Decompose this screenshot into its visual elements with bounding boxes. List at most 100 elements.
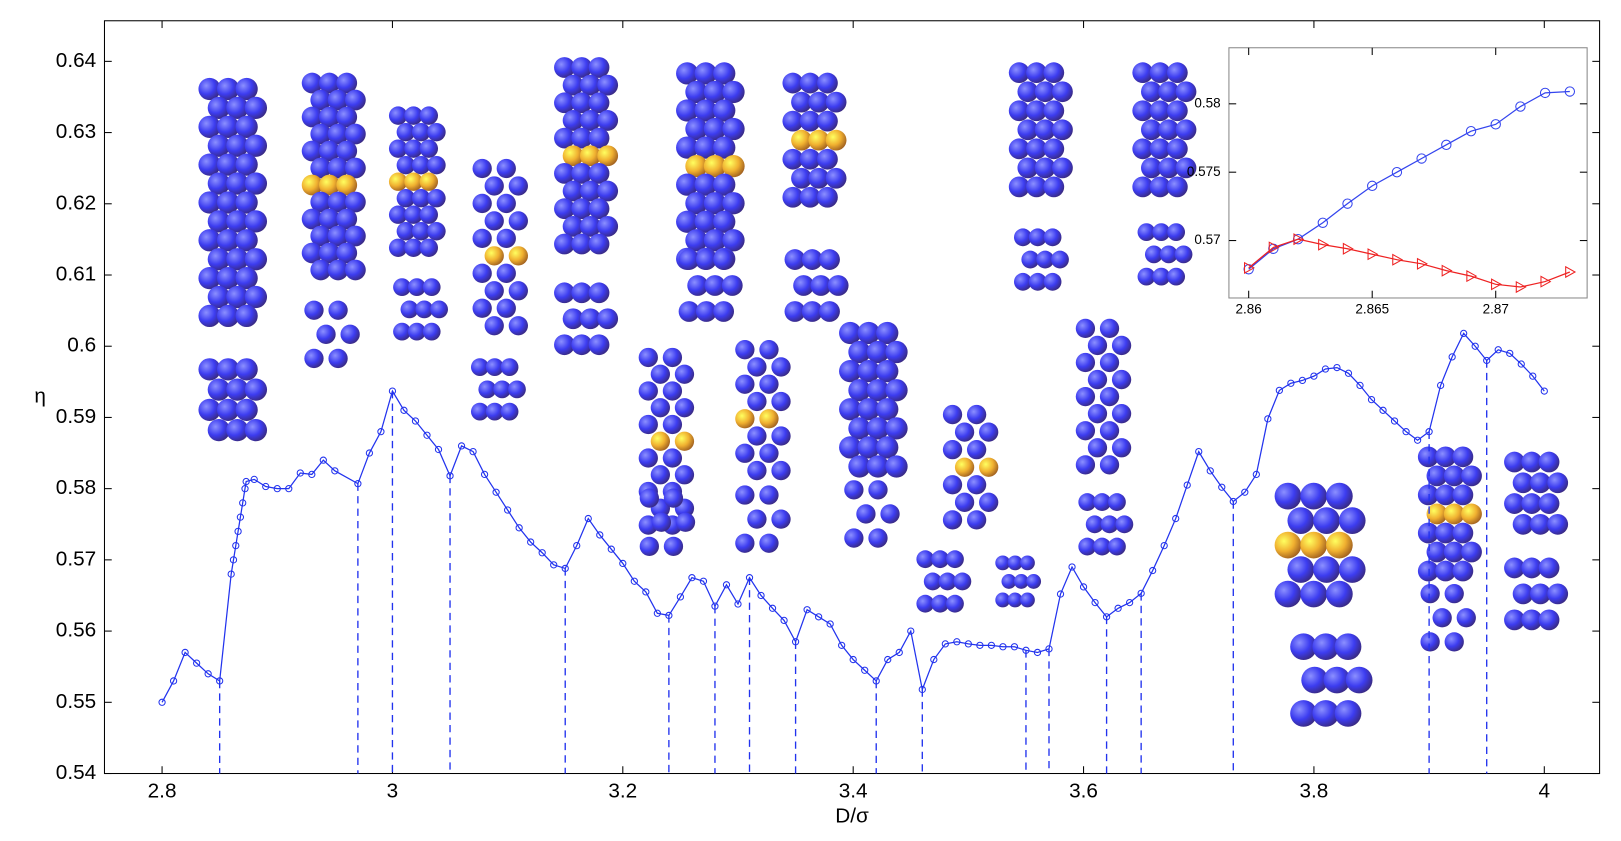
data-marker: [1342, 242, 1354, 255]
sphere: [1141, 157, 1162, 179]
sphere: [651, 512, 672, 532]
data-marker: [1471, 342, 1479, 350]
sphere: [1087, 335, 1108, 356]
data-marker: [457, 442, 466, 450]
sphere: [1001, 574, 1017, 589]
sphere: [393, 278, 411, 297]
sphere: [1166, 62, 1188, 84]
y-tick-label: 0.575: [1187, 164, 1221, 179]
sphere: [966, 475, 987, 495]
sphere: [866, 340, 890, 364]
sphere: [496, 263, 516, 283]
data-marker: [814, 613, 823, 621]
sphere: [1052, 157, 1073, 179]
sphere: [650, 431, 670, 451]
data-marker: [838, 641, 846, 649]
sphere: [866, 379, 890, 402]
data-marker: [1515, 101, 1526, 112]
sphere-cluster: [198, 77, 268, 328]
sphere: [844, 528, 864, 548]
sphere: [472, 263, 492, 283]
sphere: [198, 229, 221, 252]
sphere: [663, 488, 684, 508]
sphere: [400, 300, 419, 319]
data-marker: [242, 477, 250, 486]
data-marker: [241, 485, 249, 493]
sphere: [695, 301, 717, 322]
sphere: [1435, 446, 1456, 468]
y-tick-label: 0.62: [56, 191, 96, 214]
data-marker: [630, 577, 638, 585]
sphere: [1417, 484, 1439, 506]
sphere: [759, 485, 779, 505]
sphere: [1521, 451, 1543, 473]
y-tick-label: 0.6: [67, 334, 96, 357]
sphere: [472, 298, 492, 318]
sphere: [1008, 176, 1030, 198]
sphere: [747, 460, 767, 481]
sphere: [1026, 176, 1047, 198]
data-marker: [158, 698, 166, 706]
data-marker: [492, 488, 500, 496]
sphere: [244, 378, 268, 401]
sphere: [1036, 250, 1055, 269]
sphere: [554, 233, 575, 255]
sphere: [571, 163, 593, 184]
sphere: [784, 301, 806, 322]
sphere: [1512, 513, 1534, 535]
sphere: [674, 398, 695, 418]
data-marker: [1391, 166, 1403, 178]
sphere: [1111, 369, 1132, 390]
data-marker: [503, 506, 512, 514]
sphere: [1144, 245, 1163, 264]
sphere: [1141, 81, 1162, 103]
sphere-cluster: [942, 404, 999, 530]
sphere: [580, 74, 601, 96]
sphere: [1087, 404, 1108, 424]
data-marker: [446, 472, 454, 480]
sphere: [704, 275, 726, 296]
y-tick-label: 0.61: [56, 262, 96, 285]
data-marker: [1287, 379, 1295, 387]
sphere: [1417, 446, 1439, 468]
x-tick-label: 3.4: [839, 780, 868, 803]
sphere: [427, 189, 446, 208]
data-marker: [999, 643, 1007, 651]
sphere: [226, 172, 249, 195]
sphere: [931, 550, 950, 569]
data-marker: [1506, 349, 1514, 357]
sphere: [484, 246, 504, 266]
sphere: [304, 348, 324, 369]
sphere: [979, 492, 999, 512]
data-marker: [676, 593, 685, 601]
sphere: [676, 210, 699, 233]
sphere: [759, 409, 779, 429]
data-marker: [377, 428, 385, 436]
sphere: [1326, 531, 1353, 559]
sphere: [430, 300, 448, 319]
sphere: [327, 191, 349, 213]
data-marker: [1540, 275, 1552, 288]
sphere: [1274, 531, 1302, 559]
data-marker: [1490, 119, 1501, 130]
sphere: [396, 222, 416, 241]
sphere: [650, 364, 670, 384]
sphere: [1521, 609, 1543, 631]
data-marker: [1264, 415, 1272, 423]
main-plot: 2.8 3 3.2 3.4 3.6 3.8 4 0.54 0.55 0.56 0.57 0.58 0.5…: [34, 20, 1601, 828]
sphere: [1461, 503, 1482, 525]
sphere: [554, 92, 575, 114]
sphere: [954, 422, 975, 442]
sphere: [235, 77, 258, 101]
sphere: [404, 238, 423, 257]
sphere: [759, 443, 779, 463]
sphere: [1052, 81, 1073, 103]
sphere: [336, 242, 358, 264]
data-marker: [791, 638, 800, 646]
sphere: [244, 134, 268, 157]
data-marker: [780, 616, 788, 625]
sphere: [484, 211, 504, 231]
sphere: [721, 275, 743, 296]
sphere-cluster: [995, 555, 1042, 608]
sphere: [966, 404, 987, 425]
